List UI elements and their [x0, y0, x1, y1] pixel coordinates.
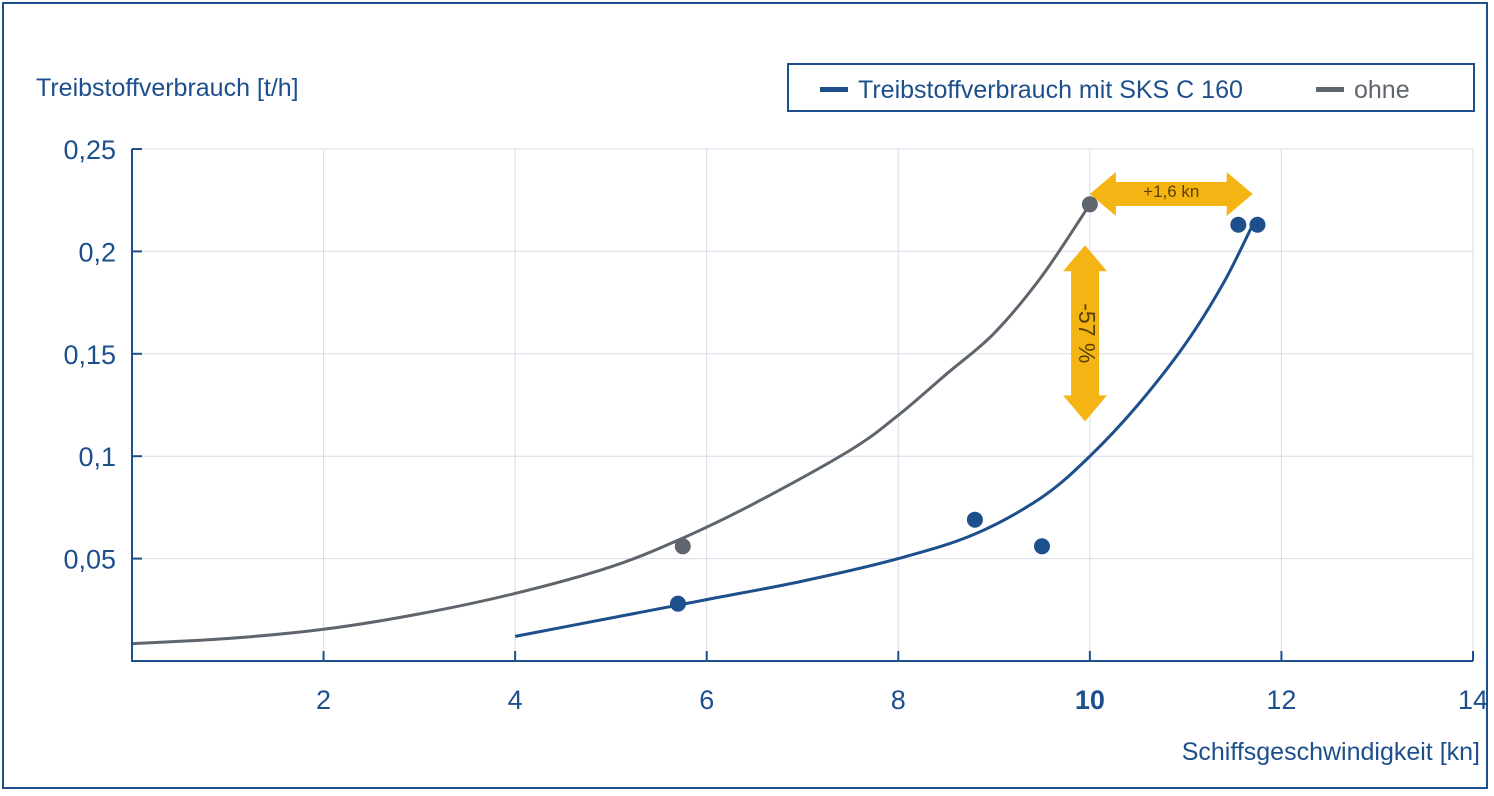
data-point-1: [674, 538, 691, 555]
y-tick-label: 0,2: [78, 237, 116, 267]
legend: Treibstoffverbrauch mit SKS C 160 ohne: [787, 63, 1475, 112]
series-line-0: [514, 224, 1255, 638]
data-point-0: [1230, 216, 1247, 233]
legend-box: [787, 63, 1475, 112]
data-points: [669, 196, 1266, 612]
y-axis-label: Treibstoffverbrauch [t/h]: [36, 74, 299, 102]
y-tick-label: 0,05: [63, 545, 116, 575]
consumption-reduction-label: -57 %: [1074, 303, 1100, 363]
axes: [131, 149, 1473, 662]
data-point-0: [1033, 538, 1050, 555]
x-tick-label: 12: [1266, 685, 1296, 715]
y-tick-label: 0,1: [78, 442, 116, 472]
x-tick-label: 10: [1075, 685, 1105, 715]
x-tick-label: 8: [891, 685, 906, 715]
x-axis-label: Schiffsgeschwindigkeit [kn]: [1182, 738, 1480, 766]
series-line-1: [131, 203, 1092, 646]
speed-gain-label: +1,6 kn: [1143, 182, 1199, 201]
x-tick-label: 4: [508, 685, 523, 715]
speed-gain-arrow: [1089, 172, 1253, 217]
consumption-reduction-arrow: [1063, 245, 1108, 422]
annotations: +1,6 kn -57 %: [1063, 172, 1253, 422]
legend-swatch-ohne: [1316, 87, 1344, 92]
y-tick-label: 0,15: [63, 340, 116, 370]
y-tick-label: 0,25: [63, 135, 116, 165]
data-point-0: [966, 511, 983, 528]
legend-label-sks: Treibstoffverbrauch mit SKS C 160: [858, 76, 1243, 104]
grid: [132, 148, 1474, 661]
data-point-0: [669, 595, 686, 612]
fuel-consumption-chart: 2 4 6 8 10 12 14 0,05 0,1 0,15 0,2 0,25 +1,6 kn -57 …: [36, 63, 1488, 766]
x-tick-label: 14: [1458, 685, 1488, 715]
x-tick-label: 2: [316, 685, 331, 715]
x-tick-label: 6: [699, 685, 714, 715]
data-point-0: [1249, 216, 1266, 233]
ticks: 2 4 6 8 10 12 14 0,05 0,1 0,15 0,2 0,25: [63, 135, 1488, 715]
legend-swatch-sks: [820, 87, 848, 92]
data-point-1: [1081, 196, 1098, 213]
legend-label-ohne: ohne: [1354, 76, 1410, 104]
